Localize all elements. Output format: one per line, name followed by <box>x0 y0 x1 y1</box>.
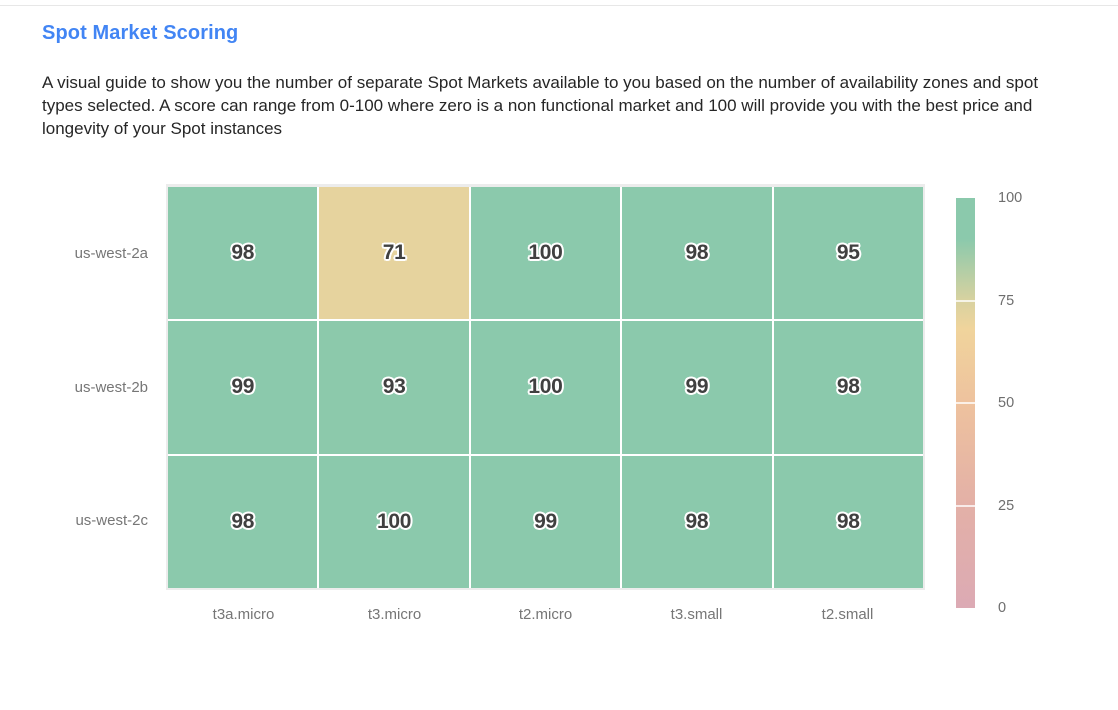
heatmap-cell-value: 100 <box>528 241 563 265</box>
heatmap-cell-value: 99 <box>685 375 709 399</box>
heatmap-cell-us-west-2b-t2.micro[interactable]: 100 <box>470 321 621 454</box>
heatmap-cell-us-west-2a-t3.micro[interactable]: 71 <box>319 187 469 320</box>
heatmap-cell-value: 99 <box>231 375 255 399</box>
heatmap-cell-us-west-2a-t2.small[interactable]: 95 <box>773 187 923 320</box>
column-label-t3.micro: t3.micro <box>367 606 422 623</box>
heatmap-column-labels: t3a.micro t3.micro t2.micro t3.small t2.smal… <box>168 606 923 623</box>
colorbar-divider <box>956 402 975 404</box>
column-label-t2.micro: t2.micro <box>518 606 573 623</box>
heatmap-cell-us-west-2c-t3.micro[interactable]: 100 <box>319 455 469 588</box>
heatmap-cell-value: 99 <box>534 509 557 533</box>
heatmap-cell-value: 71 <box>382 241 406 265</box>
colorbar-tick-75: 75 <box>998 292 1015 309</box>
row-label-us-west-2b: us-west-2b <box>74 379 148 396</box>
column-label-t2.small: t2.small <box>821 606 874 623</box>
row-label-us-west-2a: us-west-2a <box>74 245 148 262</box>
heatmap-cell-us-west-2b-t3a.micro[interactable]: 99 <box>168 321 318 454</box>
heatmap-cell-us-west-2b-t2.small[interactable]: 98 <box>773 321 923 454</box>
heatmap-cell-value: 98 <box>685 241 709 265</box>
column-label-t3a.micro: t3a.micro <box>212 606 275 623</box>
colorbar-tick-50: 50 <box>998 395 1015 411</box>
heatmap-cell-value: 100 <box>377 509 412 533</box>
heatmap-cell-us-west-2c-t3.small[interactable]: 98 <box>622 455 772 588</box>
top-divider <box>0 5 1118 6</box>
column-label-t3.small: t3.small <box>670 606 723 623</box>
heatmap-cell-value: 98 <box>231 509 255 533</box>
colorbar-tick-labels: 100 75 50 25 0 <box>998 190 1048 616</box>
heatmap-cell-value: 98 <box>231 241 255 265</box>
colorbar-gradient <box>956 198 975 608</box>
heatmap-cell-us-west-2c-t2.micro[interactable]: 99 <box>470 455 621 588</box>
page-description: A visual guide to show you the number of… <box>42 73 1039 138</box>
row-label-us-west-2c: us-west-2c <box>75 512 148 529</box>
heatmap-cell-us-west-2a-t2.micro[interactable]: 100 <box>470 187 621 320</box>
colorbar-tick-25: 25 <box>998 497 1015 514</box>
heatmap-grid: 98 71 100 98 95 99 93 100 99 98 98 100 99 98 98 <box>166 184 925 590</box>
heatmap-cell-us-west-2c-t3a.micro[interactable]: 98 <box>168 455 318 588</box>
heatmap-cell-value: 93 <box>382 375 406 399</box>
heatmap-cell-us-west-2b-t3.small[interactable]: 99 <box>622 321 772 454</box>
heatmap-cell-us-west-2a-t3a.micro[interactable]: 98 <box>168 187 318 320</box>
colorbar-tick-100: 100 <box>998 190 1023 206</box>
heatmap-cell-value: 98 <box>836 509 860 533</box>
colorbar-divider <box>956 299 975 302</box>
heatmap-cell-us-west-2b-t3.micro[interactable]: 93 <box>319 321 469 454</box>
heatmap-cell-us-west-2c-t2.small[interactable]: 98 <box>773 455 923 588</box>
colorbar-divider <box>956 504 975 507</box>
heatmap-cell-value: 98 <box>685 509 709 533</box>
heatmap-cell-value: 100 <box>528 375 563 399</box>
page-title: Spot Market Scoring <box>42 22 239 44</box>
colorbar-tick-0: 0 <box>998 600 1007 616</box>
heatmap-cell-us-west-2a-t3.small[interactable]: 98 <box>622 187 772 320</box>
heatmap-cell-value: 95 <box>836 241 860 265</box>
heatmap-cell-value: 98 <box>836 375 860 399</box>
